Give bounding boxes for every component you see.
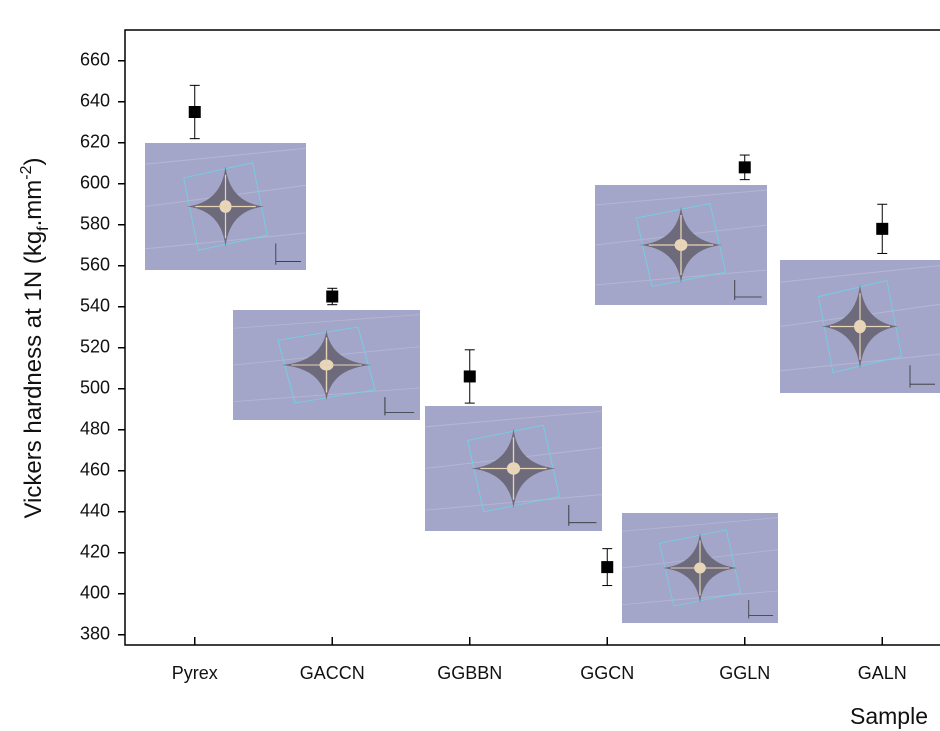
y-tick-label: 460 xyxy=(80,460,110,480)
y-label-part: ) xyxy=(20,157,47,165)
y-tick-label: 500 xyxy=(80,378,110,398)
x-tick-label: GGCN xyxy=(580,663,634,683)
y-tick-label: 660 xyxy=(80,50,110,70)
x-tick-label: GALN xyxy=(858,663,907,683)
data-point xyxy=(601,561,614,574)
y-tick-label: 600 xyxy=(80,173,110,193)
x-tick-label: GGBBN xyxy=(437,663,502,683)
micrograph xyxy=(425,406,602,531)
y-tick-label: 480 xyxy=(80,419,110,439)
micrograph xyxy=(145,143,306,270)
y-tick-label: 560 xyxy=(80,255,110,275)
data-point xyxy=(876,222,889,235)
y-tick-label: 580 xyxy=(80,214,110,234)
x-tick-label: GACCN xyxy=(300,663,365,683)
data-point xyxy=(188,106,201,118)
y-tick-label: 420 xyxy=(80,542,110,562)
y-tick-label: 440 xyxy=(80,501,110,521)
y-tick-label: 540 xyxy=(80,296,110,316)
plot-frame xyxy=(124,29,940,646)
micrograph xyxy=(622,513,778,623)
y-label-part: f xyxy=(35,226,52,231)
x-axis-label: Sample xyxy=(850,703,928,729)
x-tick-label: GGLN xyxy=(719,663,770,683)
y-tick-label: 400 xyxy=(80,583,110,603)
y-label-part: -2 xyxy=(18,165,35,179)
y-tick-label: 620 xyxy=(80,132,110,152)
y-tick-label: 520 xyxy=(80,337,110,357)
data-point xyxy=(463,370,476,383)
x-tick-label: Pyrex xyxy=(172,663,218,683)
micrographs xyxy=(145,143,940,623)
y-tick-label: 640 xyxy=(80,91,110,111)
micrograph xyxy=(595,185,767,305)
y-label-part: .mm xyxy=(20,180,47,227)
y-tick-label: 380 xyxy=(80,624,110,644)
data-point xyxy=(738,161,751,174)
y-label-part: Vickers hardness at 1N (kg xyxy=(20,231,47,519)
micrograph xyxy=(233,310,420,420)
micrograph xyxy=(780,260,940,393)
y-axis-label: Vickers hardness at 1N (kgf.mm-2) xyxy=(18,157,52,518)
data-point xyxy=(326,290,339,303)
